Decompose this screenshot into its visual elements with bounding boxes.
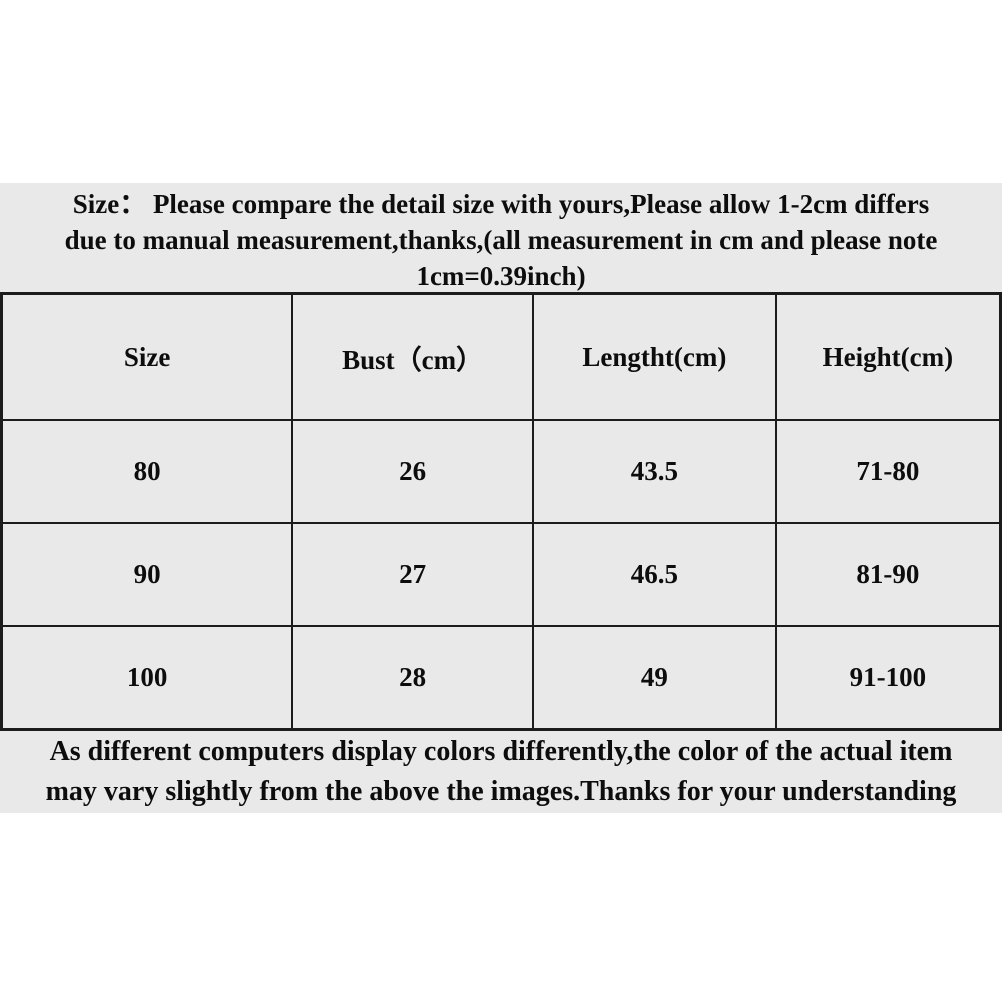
table-row: 100 28 49 91-100 [0, 625, 1002, 731]
measurement-note-line: due to manual measurement,thanks,(all me… [64, 225, 938, 255]
table-cell: 26 [291, 419, 534, 524]
color-disclaimer-line: As different computers display colors di… [49, 736, 953, 767]
table-row: 90 27 46.5 81-90 [0, 522, 1002, 627]
table-row: 80 26 43.5 71-80 [0, 419, 1002, 524]
table-header-row: Size Bust（cm） Lengtht(cm) Height(cm) [0, 292, 1002, 421]
measurement-note: Size： Please compare the detail size wit… [0, 183, 1002, 292]
table-cell: 43.5 [531, 419, 777, 524]
table-cell: 71-80 [774, 419, 1002, 524]
measurement-note-line: 1cm=0.39inch) [416, 261, 586, 291]
table-cell: 91-100 [774, 625, 1002, 731]
color-disclaimer: As different computers display colors di… [0, 731, 1002, 813]
header-cell-height: Height(cm) [774, 292, 1002, 421]
measurement-note-line: Size： Please compare the detail size wit… [72, 189, 930, 219]
table-cell: 49 [531, 625, 777, 731]
table-cell: 27 [291, 522, 534, 627]
table-cell: 90 [0, 522, 294, 627]
header-cell-length: Lengtht(cm) [531, 292, 777, 421]
content-band: Size： Please compare the detail size wit… [0, 183, 1002, 813]
color-disclaimer-line: may vary slightly from the above the ima… [45, 776, 957, 807]
table-cell: 81-90 [774, 522, 1002, 627]
table-cell: 80 [0, 419, 294, 524]
header-cell-size: Size [0, 292, 294, 421]
table-cell: 100 [0, 625, 294, 731]
size-chart-table: Size Bust（cm） Lengtht(cm) Height(cm) 80 … [0, 292, 1002, 731]
table-cell: 28 [291, 625, 534, 731]
table-cell: 46.5 [531, 522, 777, 627]
header-cell-bust: Bust（cm） [291, 292, 534, 421]
